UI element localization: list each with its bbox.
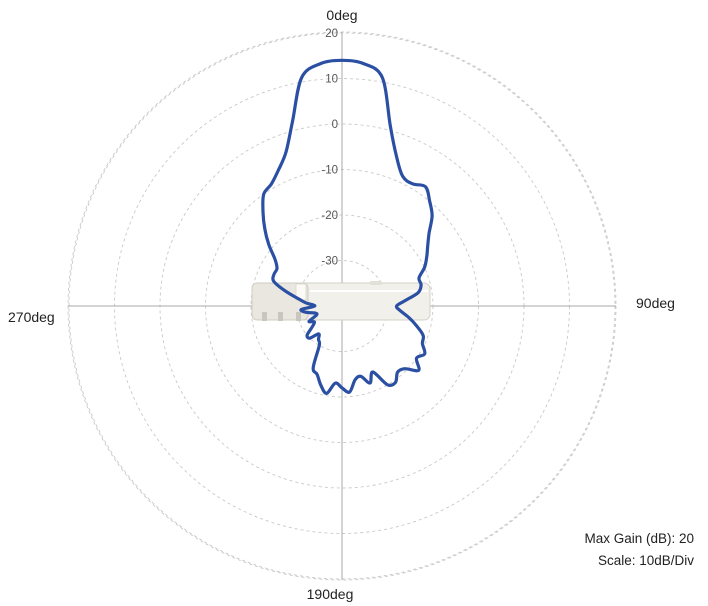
series-layer	[261, 58, 434, 395]
radial-tick-label: -30	[321, 256, 338, 268]
angle-label-190: 190deg	[307, 586, 354, 602]
scale-note: Scale: 10dB/Div	[597, 553, 694, 568]
antenna-device-icon	[251, 281, 431, 321]
angle-label-270: 270deg	[8, 309, 55, 325]
angle-label-90: 90deg	[636, 295, 675, 311]
max-gain-note: Max Gain (dB): 20	[584, 531, 694, 546]
angle-label-0: 0deg	[326, 7, 357, 23]
radial-tick-label: 10	[325, 74, 338, 86]
radial-tick-labels: 20 10 0 -10 -20 -30	[321, 28, 338, 268]
gain-pattern-line	[261, 58, 434, 395]
radial-tick-label: -20	[321, 210, 338, 222]
radial-tick-label: 0	[332, 119, 338, 131]
radial-tick-label: -10	[321, 165, 338, 177]
radial-tick-label: 20	[325, 28, 338, 40]
